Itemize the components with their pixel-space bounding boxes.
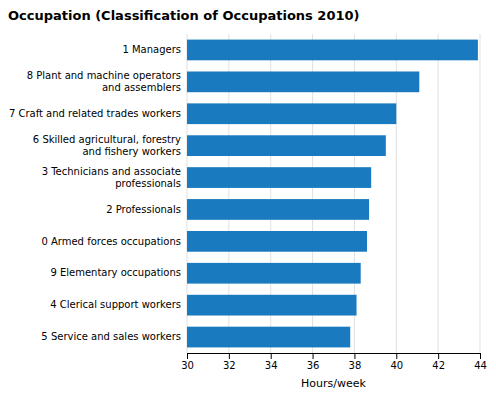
x-tick: 42 xyxy=(432,353,445,371)
x-tick-mark xyxy=(313,353,314,359)
bar xyxy=(187,199,369,220)
bars xyxy=(187,40,478,348)
x-tick-mark xyxy=(271,353,272,359)
y-tick: 1 Managers xyxy=(122,44,181,55)
grid xyxy=(187,34,480,353)
x-tick: 32 xyxy=(223,353,236,371)
y-tick-label: 7 Craft and related trades workers xyxy=(9,108,181,119)
y-tick: 0 Armed forces occupations xyxy=(41,236,181,247)
x-tick-mark xyxy=(187,353,188,359)
title: Occupation (Classification of Occupation… xyxy=(8,8,359,23)
plot: 30 32 34 36 38 40 42 44 1 Managers 8 Plant and ma… xyxy=(9,34,487,371)
x-tick: 44 xyxy=(474,353,487,371)
y-tick: 9 Elementary occupations xyxy=(50,267,181,278)
x-tick-label: 30 xyxy=(181,360,194,371)
bar xyxy=(187,327,350,348)
y-tick: 8 Plant and machine operatorsand assembl… xyxy=(27,70,181,93)
y-tick: 4 Clerical support workers xyxy=(50,299,181,310)
x-tick-mark xyxy=(480,353,481,359)
y-tick-label: 4 Clerical support workers xyxy=(50,299,181,310)
bar xyxy=(187,263,361,284)
y-tick-label: 1 Managers xyxy=(122,44,181,55)
x-tick-mark xyxy=(396,353,397,359)
x-tick-label: 32 xyxy=(223,360,236,371)
y-tick-label: 6 Skilled agricultural, forestryand fish… xyxy=(33,134,181,157)
x-tick-label: 44 xyxy=(474,360,487,371)
x-tick-mark xyxy=(229,353,230,359)
x-tick: 36 xyxy=(307,353,320,371)
y-tick-label: 0 Armed forces occupations xyxy=(41,236,181,247)
x-tick-label: 42 xyxy=(432,360,445,371)
x-tick: 34 xyxy=(265,353,278,371)
x-tick: 40 xyxy=(390,353,403,371)
y-tick-label: 2 Professionals xyxy=(106,204,181,215)
y-tick-label: 5 Service and sales workers xyxy=(41,331,181,342)
x-tick: 38 xyxy=(349,353,362,371)
y-tick-label: 8 Plant and machine operatorsand assembl… xyxy=(27,70,181,93)
y-tick-label: 3 Technicians and associateprofessionals xyxy=(42,166,181,189)
x-tick-label: 40 xyxy=(390,360,403,371)
x-tick-mark xyxy=(354,353,355,359)
x-axis: 30 32 34 36 38 40 42 44 xyxy=(181,353,487,371)
x-axis-title: Hours/week xyxy=(301,377,366,390)
x-tick-label: 34 xyxy=(265,360,278,371)
x-tick-label: 36 xyxy=(307,360,320,371)
bar xyxy=(187,71,419,92)
bar xyxy=(187,40,478,61)
bar xyxy=(187,135,386,156)
bar xyxy=(187,167,371,188)
bar xyxy=(187,231,367,252)
x-tick: 30 xyxy=(181,353,194,371)
x-tick-mark xyxy=(438,353,439,359)
y-axis: 1 Managers 8 Plant and machine operatorsa… xyxy=(9,44,181,342)
x-axis-line xyxy=(188,354,481,360)
y-tick: 3 Technicians and associateprofessionals xyxy=(42,166,181,189)
grid-line xyxy=(480,34,481,353)
bar xyxy=(187,295,357,316)
y-tick: 7 Craft and related trades workers xyxy=(9,108,181,119)
grid-line xyxy=(438,34,439,353)
chart: 30 32 34 36 38 40 42 44 1 Managers 8 Plant and ma… xyxy=(0,0,496,397)
bar xyxy=(187,103,396,124)
y-tick: 6 Skilled agricultural, forestryand fish… xyxy=(33,134,181,157)
x-tick-label: 38 xyxy=(349,360,362,371)
y-tick: 5 Service and sales workers xyxy=(41,331,181,342)
y-tick: 2 Professionals xyxy=(106,204,181,215)
y-tick-label: 9 Elementary occupations xyxy=(50,267,181,278)
